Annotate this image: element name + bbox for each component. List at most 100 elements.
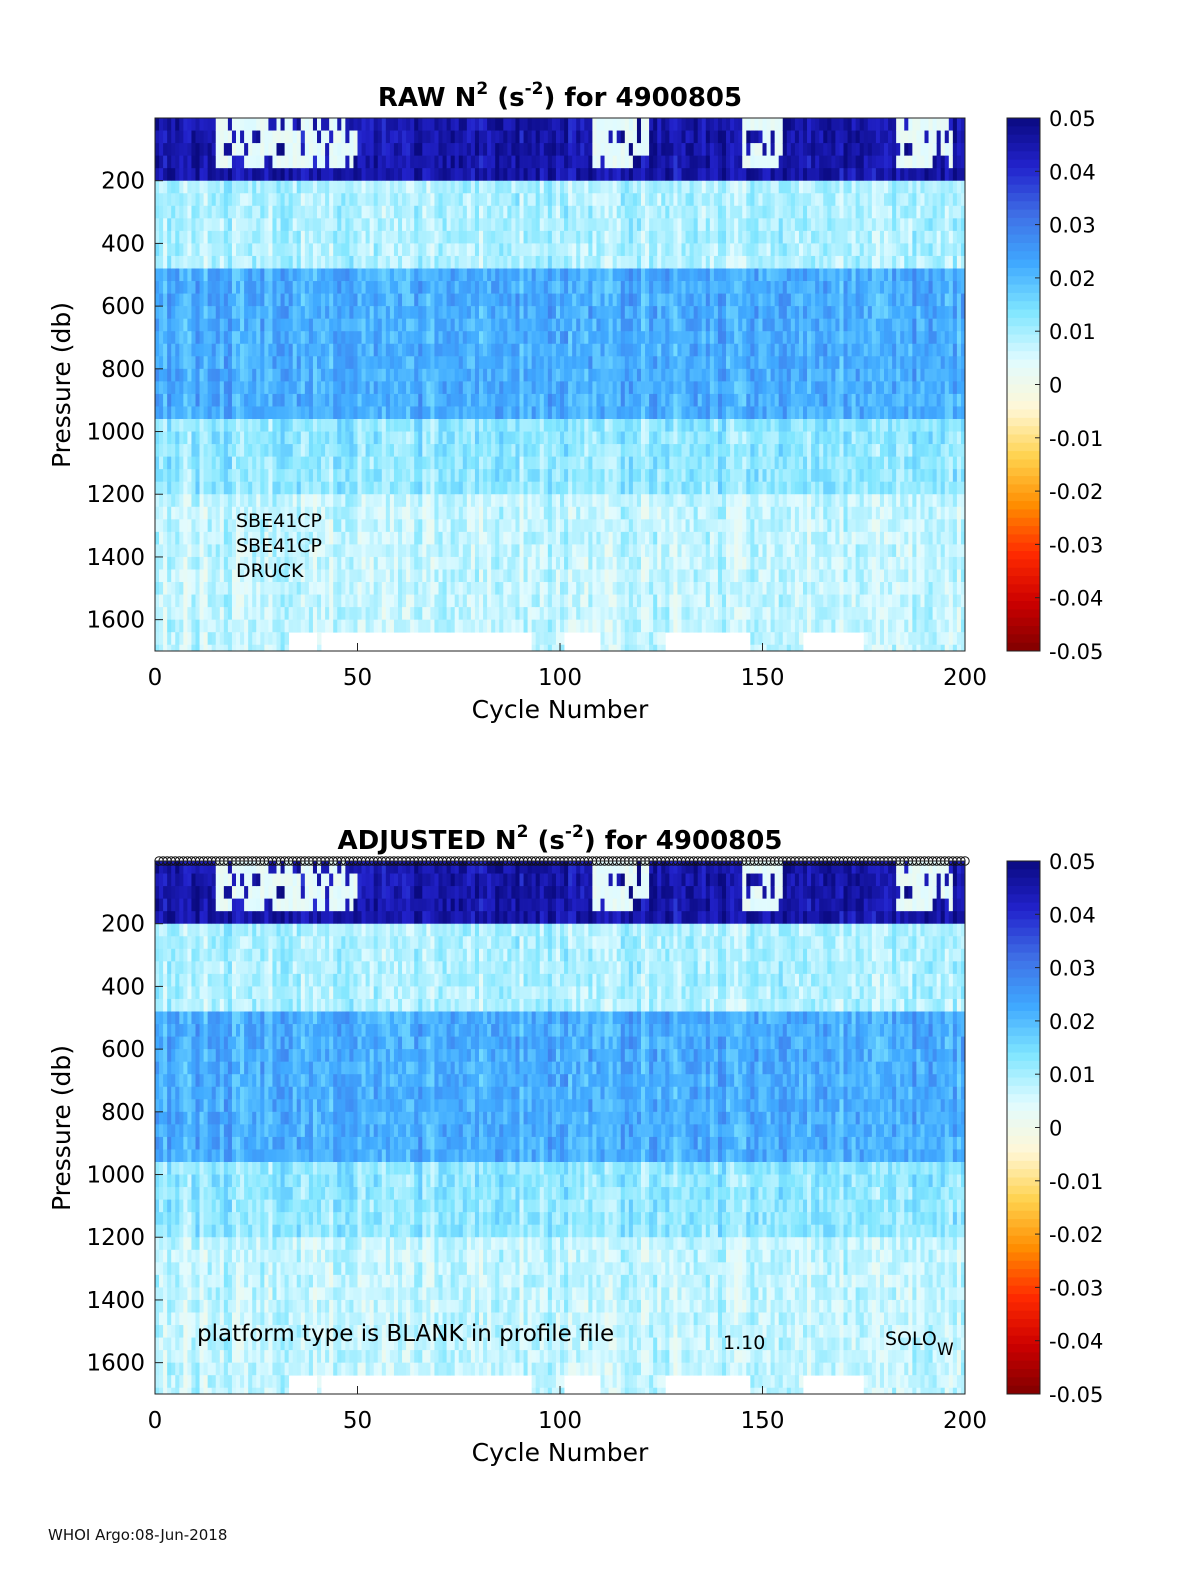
heatmap-cell: [329, 381, 334, 395]
heatmap-cell: [240, 494, 245, 508]
heatmap-cell: [361, 594, 366, 608]
heatmap-cell: [628, 644, 634, 652]
heatmap-cell: [353, 281, 358, 294]
heatmap-cell: [596, 494, 601, 508]
heatmap-cell: [385, 619, 391, 633]
heatmap-cell: [357, 193, 362, 207]
heatmap-cell: [284, 481, 290, 495]
heatmap-cell: [523, 619, 528, 633]
heatmap-cell: [211, 494, 217, 508]
heatmap-cell: [616, 431, 622, 445]
heatmap-cell: [466, 519, 472, 533]
heatmap-cell: [592, 406, 597, 420]
heatmap-cell: [219, 230, 225, 244]
heatmap-cell: [519, 293, 524, 307]
heatmap-cell: [442, 306, 447, 320]
heatmap-cell: [389, 368, 395, 382]
heatmap-cell: [454, 356, 460, 370]
heatmap-cell: [568, 381, 573, 395]
heatmap-cell: [244, 368, 249, 382]
heatmap-cell: [426, 356, 431, 370]
heatmap-cell: [365, 130, 371, 144]
heatmap-cell: [219, 569, 225, 583]
heatmap-cell: [491, 393, 496, 407]
heatmap-cell: [195, 556, 200, 570]
heatmap-cell: [203, 205, 209, 219]
heatmap-cell: [495, 368, 500, 382]
heatmap-cell: [535, 494, 541, 508]
heatmap-cell: [539, 230, 545, 244]
heatmap-cell: [503, 494, 508, 508]
heatmap-cell: [535, 569, 541, 583]
heatmap-cell: [223, 118, 229, 131]
heatmap-cell: [560, 230, 565, 244]
heatmap-cell: [584, 343, 589, 357]
heatmap-cell: [479, 230, 484, 244]
heatmap-cell: [321, 594, 326, 608]
heatmap-cell: [483, 418, 488, 432]
heatmap-cell: [256, 644, 261, 652]
heatmap-cell: [470, 218, 476, 232]
heatmap-cell: [535, 331, 541, 345]
heatmap-cell: [393, 619, 399, 633]
heatmap-cell: [596, 519, 601, 533]
heatmap-cell: [227, 230, 233, 244]
heatmap-cell: [337, 306, 342, 320]
heatmap-cell: [244, 155, 249, 169]
heatmap-cell: [507, 481, 512, 495]
heatmap-cell: [584, 268, 589, 282]
heatmap-cell: [398, 607, 403, 621]
heatmap-cell: [406, 481, 411, 495]
heatmap-cell: [260, 255, 265, 269]
heatmap-cell: [462, 268, 468, 282]
heatmap-cell: [179, 481, 184, 495]
heatmap-cell: [479, 281, 484, 294]
heatmap-cell: [211, 168, 217, 182]
heatmap-cell: [329, 594, 334, 608]
heatmap-cell: [511, 331, 516, 345]
heatmap-cell: [244, 481, 249, 495]
heatmap-cell: [231, 293, 237, 307]
heatmap-cell: [632, 281, 638, 294]
heatmap-cell: [288, 318, 294, 332]
heatmap-cell: [357, 381, 362, 395]
heatmap-cell: [308, 268, 314, 282]
heatmap-cell: [292, 544, 298, 558]
heatmap-cell: [227, 644, 233, 652]
heatmap-cell: [632, 118, 638, 131]
heatmap-cell: [256, 318, 261, 332]
heatmap-cell: [199, 331, 204, 345]
heatmap-cell: [272, 619, 277, 633]
heatmap-cell: [341, 230, 346, 244]
heatmap-cell: [260, 481, 265, 495]
heatmap-cell: [515, 293, 520, 307]
heatmap-cell: [199, 230, 204, 244]
heatmap-cell: [393, 594, 399, 608]
heatmap-cell: [535, 381, 541, 395]
heatmap-cell: [179, 155, 184, 169]
heatmap-cell: [503, 230, 508, 244]
heatmap-cell: [479, 544, 484, 558]
heatmap-cell: [317, 519, 322, 533]
heatmap-cell: [377, 193, 383, 207]
heatmap-cell: [551, 418, 557, 432]
heatmap-cell: [523, 393, 528, 407]
heatmap-cell: [402, 331, 407, 345]
heatmap-cell: [244, 268, 249, 282]
heatmap-cell: [337, 205, 342, 219]
heatmap-cell: [377, 494, 383, 508]
heatmap-cell: [276, 193, 281, 207]
heatmap-cell: [199, 268, 204, 282]
heatmap-cell: [345, 331, 350, 345]
heatmap-cell: [434, 444, 439, 458]
heatmap-cell: [572, 193, 577, 207]
heatmap-cell: [438, 343, 443, 357]
heatmap-cell: [547, 343, 553, 357]
heatmap-cell: [560, 130, 565, 144]
heatmap-cell: [268, 130, 273, 144]
heatmap-cell: [511, 481, 516, 495]
heatmap-cell: [199, 293, 204, 307]
heatmap-cell: [227, 306, 233, 320]
heatmap-cell: [215, 431, 221, 445]
heatmap-cell: [406, 544, 411, 558]
